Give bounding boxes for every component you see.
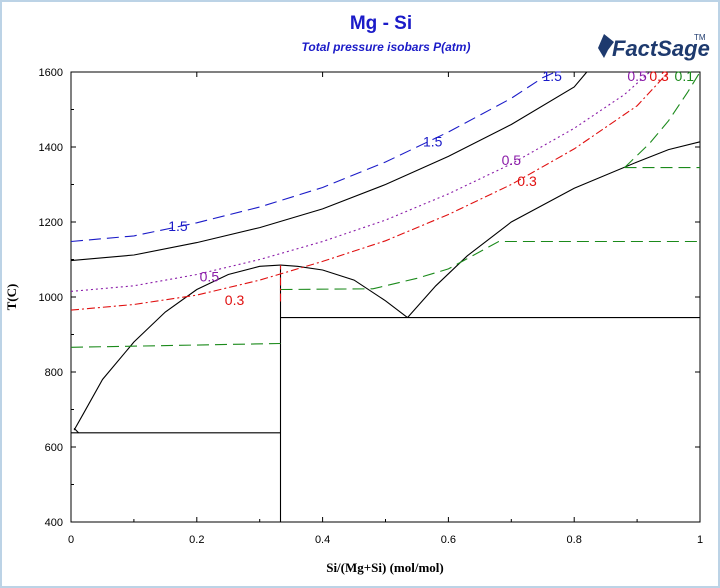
chart-title: Mg - Si	[350, 13, 412, 34]
isobar-line-8	[624, 71, 701, 168]
isobar-line-6	[280, 240, 700, 291]
isobar-label: 0.5	[502, 152, 522, 168]
y-tick-label: 600	[45, 442, 63, 454]
isobar-line-1	[70, 71, 556, 243]
phase-boundaries	[71, 141, 701, 522]
svg-text:TM: TM	[694, 33, 706, 42]
isobar-line-2	[70, 71, 588, 262]
isobar-label: 1.5	[168, 218, 188, 234]
y-tick-label: 400	[45, 517, 63, 529]
y-tick-label: 1000	[39, 292, 63, 304]
factsage-logo: FactSage TM	[598, 33, 710, 61]
plot-area	[70, 71, 701, 523]
chart-subtitle: Total pressure isobars P(atm)	[302, 40, 471, 54]
isobar-label: 1.5	[423, 133, 443, 149]
x-tick-label: 0	[68, 534, 74, 546]
isobar-series	[70, 71, 701, 348]
isobar-label: 0.3	[649, 68, 669, 84]
x-tick-label: 0.4	[315, 534, 330, 546]
y-axis-label: T(C)	[4, 284, 19, 311]
isobar-label: 0.3	[517, 173, 537, 189]
x-tick-label: 1	[697, 534, 703, 546]
x-tick-label: 0.2	[189, 534, 204, 546]
x-tick-label: 0.6	[441, 534, 456, 546]
isobar-labels: 1.51.51.50.5 0.3 0.10.50.30.50.3	[168, 68, 694, 308]
isobar-line-4	[70, 71, 669, 311]
isobar-label: 0.3	[225, 292, 245, 308]
logo-text: FactSage	[612, 36, 710, 61]
isobar-label: 0.5	[627, 68, 647, 84]
x-tick-label: 0.8	[567, 534, 582, 546]
isobar-line-3	[70, 71, 651, 292]
y-tick-label: 1600	[39, 67, 63, 79]
isobar-label: 1.5	[542, 68, 562, 84]
y-tick-label: 1400	[39, 142, 63, 154]
y-tick-label: 1200	[39, 217, 63, 229]
phase-boundary-liquidus-mg2si-right	[280, 264, 408, 319]
x-axis-label: Si/(Mg+Si) (mol/mol)	[326, 560, 444, 575]
phase-boundary-mg-eutectic-left-drop	[73, 427, 79, 434]
isobar-label: 0.1	[675, 68, 695, 84]
phase-boundary-liquidus-mg-side	[73, 264, 281, 431]
isobar-label: 0.5	[200, 268, 220, 284]
phase-boundary-liquidus-si-side	[407, 141, 701, 318]
y-tick-label: 800	[45, 367, 63, 379]
